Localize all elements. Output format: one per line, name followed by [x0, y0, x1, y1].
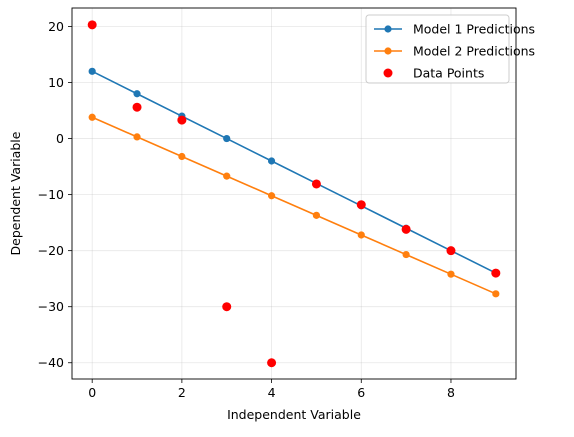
model-1-predictions-point [267, 157, 276, 165]
legend-swatch-marker [384, 47, 392, 55]
data-points-point [446, 246, 456, 256]
legend-swatch-marker [383, 68, 393, 78]
data-points-point [401, 224, 411, 234]
model-2-predictions-point [312, 211, 321, 219]
model-2-predictions-point [492, 290, 500, 298]
model-1-predictions-point [133, 90, 141, 98]
y-axis-label: Dependent Variable [8, 131, 23, 255]
y-tick-label: 10 [48, 75, 64, 90]
data-points-point [222, 302, 232, 312]
model-1-predictions-point [223, 134, 231, 143]
x-tick-label: 4 [268, 385, 276, 400]
model-2-predictions-point [402, 250, 410, 259]
legend-label: Model 2 Predictions [413, 44, 535, 59]
model-2-predictions-line [91, 116, 497, 295]
grid [72, 8, 516, 379]
y-tick-label: 0 [56, 131, 64, 146]
x-tick-label: 6 [357, 385, 365, 400]
axis-ticks: 0 2 4 6 8 20 10 0 −10 −20 −30 −40 [38, 19, 455, 400]
model-2-predictions-point [447, 270, 455, 278]
data-points-point [356, 200, 366, 210]
x-tick-label: 2 [178, 385, 186, 400]
x-tick-label: 8 [447, 385, 455, 400]
legend-swatch-marker [384, 25, 392, 33]
data-points-point [311, 179, 321, 189]
legend-box [365, 14, 510, 84]
model-2-predictions-point [267, 192, 276, 200]
plot-frame [71, 7, 517, 380]
y-tick-label: −20 [38, 243, 64, 258]
plot-series [87, 20, 501, 368]
legend: Model 1 Predictions Model 2 Predictions Da… [365, 14, 535, 84]
x-tick-label: 0 [88, 385, 96, 400]
data-points-point [132, 102, 142, 112]
model-2-predictions-point [357, 231, 365, 239]
y-tick-label: −10 [38, 187, 64, 202]
y-tick-label: 20 [48, 19, 64, 34]
legend-label: Model 1 Predictions [413, 22, 535, 37]
model-2-predictions-point [133, 133, 141, 141]
model-2-predictions-point [88, 113, 96, 121]
data-points-point [87, 20, 97, 30]
data-points-point [267, 358, 277, 368]
x-axis-label: Independent Variable [227, 407, 361, 422]
model-2-predictions-point [223, 172, 231, 180]
y-tick-label: −40 [38, 355, 64, 370]
model-1-predictions-line [91, 70, 497, 274]
data-points-point [491, 268, 501, 278]
data-points-point [177, 115, 187, 125]
y-tick-label: −30 [38, 299, 64, 314]
model-2-predictions-point [178, 152, 186, 161]
legend-label: Data Points [413, 66, 484, 81]
model-1-predictions-point [88, 67, 96, 75]
